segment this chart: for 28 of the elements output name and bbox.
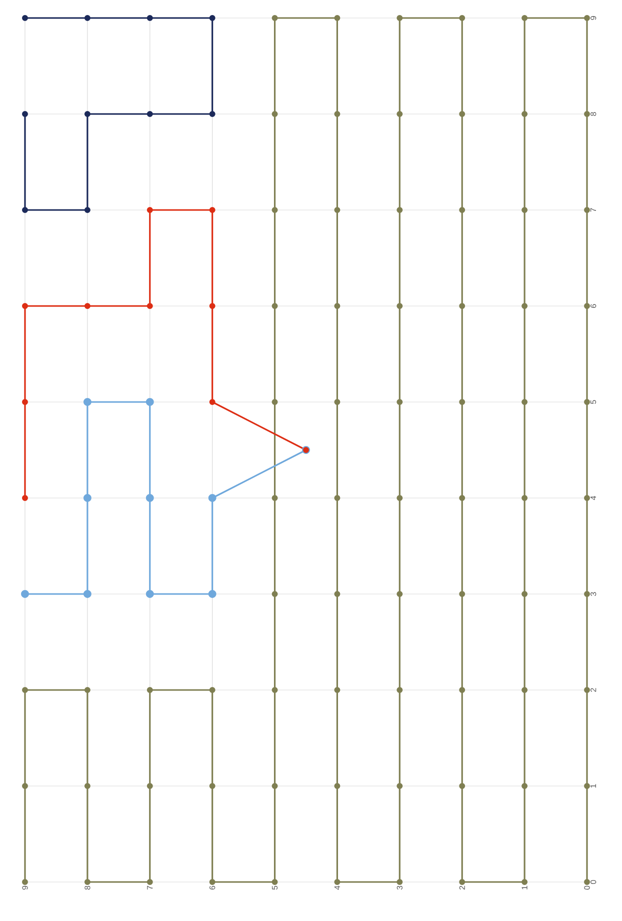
point bbox=[22, 15, 28, 21]
point bbox=[146, 590, 154, 598]
point bbox=[22, 399, 28, 405]
point bbox=[146, 15, 153, 21]
point bbox=[22, 207, 28, 213]
point bbox=[22, 111, 28, 117]
point bbox=[208, 590, 216, 598]
point bbox=[146, 303, 153, 309]
point bbox=[84, 207, 90, 213]
point bbox=[209, 399, 216, 405]
point bbox=[21, 590, 29, 598]
point bbox=[22, 303, 28, 309]
point bbox=[84, 303, 90, 309]
point bbox=[83, 398, 92, 406]
point bbox=[84, 15, 90, 21]
point bbox=[208, 494, 216, 502]
point bbox=[209, 207, 216, 213]
point bbox=[146, 111, 153, 117]
point bbox=[146, 398, 154, 406]
point bbox=[209, 15, 216, 21]
point bbox=[83, 494, 92, 502]
point bbox=[22, 495, 28, 501]
point bbox=[146, 207, 153, 213]
point bbox=[84, 111, 90, 117]
point bbox=[146, 494, 154, 502]
point bbox=[209, 303, 216, 309]
point bbox=[83, 590, 92, 598]
point bbox=[209, 111, 216, 117]
